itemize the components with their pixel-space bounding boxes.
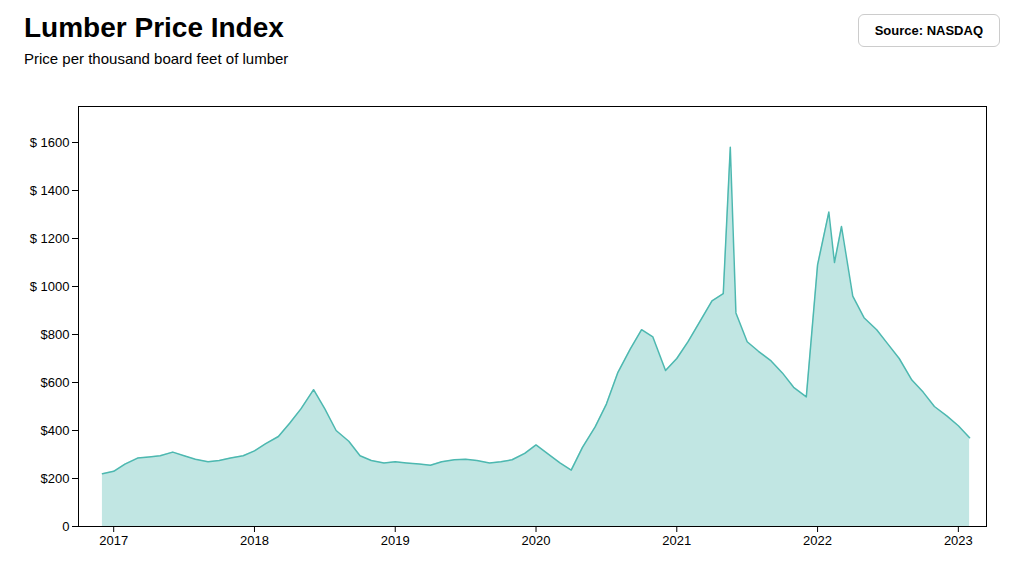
svg-text:2019: 2019 bbox=[381, 533, 410, 548]
html-text:Source: NASDAQ: Source: NASDAQ bbox=[874, 23, 983, 38]
svg-text:2023: 2023 bbox=[944, 533, 973, 548]
svg-text:$ 1400: $ 1400 bbox=[30, 183, 70, 198]
svg-text:$ 1600: $ 1600 bbox=[30, 135, 70, 150]
svg-text:2017: 2017 bbox=[99, 533, 128, 548]
svg-text:2021: 2021 bbox=[662, 533, 691, 548]
html-text:Lumber Price Index: Lumber Price Index bbox=[24, 12, 284, 43]
html-text:Price per thousand board feet: Price per thousand board feet of lumber bbox=[24, 50, 289, 67]
svg-text:$200: $200 bbox=[41, 471, 70, 486]
svg-text:2022: 2022 bbox=[803, 533, 832, 548]
svg-text:$400: $400 bbox=[41, 423, 70, 438]
svg-text:$ 1000: $ 1000 bbox=[30, 279, 70, 294]
svg-text:$800: $800 bbox=[41, 327, 70, 342]
svg-text:2020: 2020 bbox=[522, 533, 551, 548]
svg-text:0: 0 bbox=[62, 519, 69, 534]
svg-text:$600: $600 bbox=[41, 375, 70, 390]
svg-text:$ 1200: $ 1200 bbox=[30, 231, 70, 246]
svg-text:2018: 2018 bbox=[240, 533, 269, 548]
